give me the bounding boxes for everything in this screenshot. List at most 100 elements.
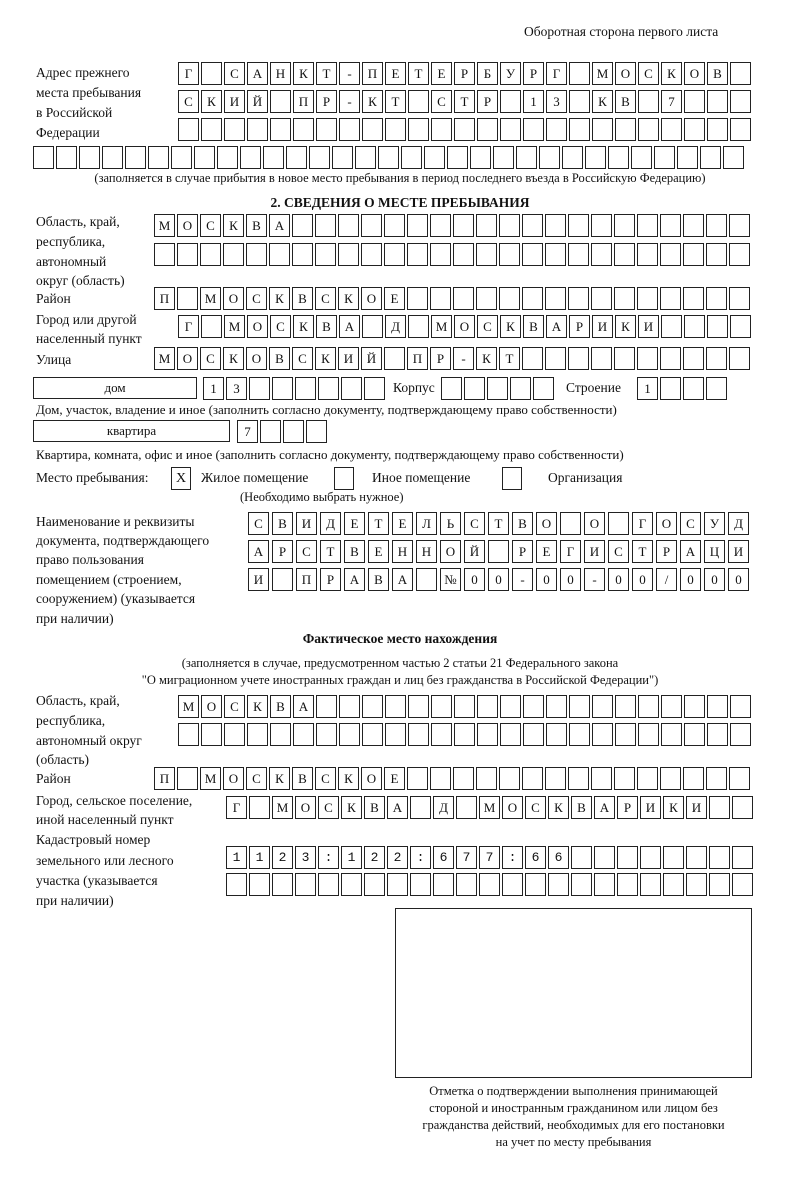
char-cell[interactable]: [477, 723, 498, 746]
char-cell[interactable]: [638, 90, 659, 113]
char-cell[interactable]: Р: [617, 796, 638, 819]
char-cell[interactable]: [269, 243, 290, 266]
char-cell[interactable]: [661, 723, 682, 746]
char-cell[interactable]: М: [592, 62, 613, 85]
char-cell[interactable]: В: [364, 796, 385, 819]
char-cell[interactable]: [315, 243, 336, 266]
char-cell[interactable]: Е: [392, 512, 413, 535]
char-cell[interactable]: Е: [344, 512, 365, 535]
char-cell[interactable]: Р: [523, 62, 544, 85]
char-cell[interactable]: [706, 243, 727, 266]
char-cell[interactable]: [384, 214, 405, 237]
char-cell[interactable]: К: [500, 315, 521, 338]
char-cell[interactable]: [316, 118, 337, 141]
char-cell[interactable]: [295, 873, 316, 896]
char-cell[interactable]: [684, 118, 705, 141]
char-cell[interactable]: [194, 146, 215, 169]
char-cell[interactable]: [433, 873, 454, 896]
char-cell[interactable]: Т: [454, 90, 475, 113]
checkbox-organization[interactable]: [502, 467, 522, 490]
char-cell[interactable]: Н: [392, 540, 413, 563]
char-cell[interactable]: В: [272, 512, 293, 535]
char-cell[interactable]: Р: [272, 540, 293, 563]
char-cell[interactable]: В: [292, 767, 313, 790]
char-cell[interactable]: [499, 767, 520, 790]
char-cell[interactable]: И: [592, 315, 613, 338]
char-cell[interactable]: [709, 873, 730, 896]
char-cell[interactable]: Т: [368, 512, 389, 535]
char-cell[interactable]: [339, 695, 360, 718]
char-cell[interactable]: [614, 243, 635, 266]
char-cell[interactable]: В: [344, 540, 365, 563]
char-cell[interactable]: [684, 723, 705, 746]
char-cell[interactable]: К: [476, 347, 497, 370]
char-cell[interactable]: [709, 846, 730, 869]
char-cell[interactable]: [663, 873, 684, 896]
char-cell[interactable]: [522, 243, 543, 266]
char-cell[interactable]: [510, 377, 531, 400]
char-cell[interactable]: А: [387, 796, 408, 819]
char-cell[interactable]: 0: [704, 568, 725, 591]
char-cell[interactable]: Г: [226, 796, 247, 819]
char-cell[interactable]: С: [464, 512, 485, 535]
char-cell[interactable]: О: [361, 287, 382, 310]
char-cell[interactable]: Н: [270, 62, 291, 85]
char-cell[interactable]: О: [454, 315, 475, 338]
char-cell[interactable]: О: [584, 512, 605, 535]
char-cell[interactable]: [387, 846, 408, 869]
checkbox-residential[interactable]: X: [171, 467, 191, 490]
char-cell[interactable]: [591, 214, 612, 237]
char-cell[interactable]: [638, 695, 659, 718]
char-cell[interactable]: [362, 118, 383, 141]
char-cell[interactable]: [416, 568, 437, 591]
char-cell[interactable]: [431, 118, 452, 141]
char-cell[interactable]: [476, 243, 497, 266]
char-cell[interactable]: В: [292, 287, 313, 310]
char-cell[interactable]: [707, 315, 728, 338]
char-cell[interactable]: [617, 873, 638, 896]
char-cell[interactable]: [338, 214, 359, 237]
char-cell[interactable]: [341, 873, 362, 896]
char-cell[interactable]: Й: [361, 347, 382, 370]
char-cell[interactable]: [476, 287, 497, 310]
char-cell[interactable]: [591, 767, 612, 790]
char-cell[interactable]: [499, 287, 520, 310]
char-cell[interactable]: 0: [728, 568, 749, 591]
char-cell[interactable]: [249, 873, 270, 896]
char-cell[interactable]: [568, 287, 589, 310]
char-cell[interactable]: С: [318, 796, 339, 819]
char-cell[interactable]: [125, 146, 146, 169]
char-cell[interactable]: К: [615, 315, 636, 338]
char-cell[interactable]: [408, 695, 429, 718]
char-cell[interactable]: [410, 846, 431, 869]
char-cell[interactable]: [546, 723, 567, 746]
char-cell[interactable]: [684, 695, 705, 718]
char-cell[interactable]: [431, 695, 452, 718]
char-cell[interactable]: [548, 873, 569, 896]
char-cell[interactable]: [637, 347, 658, 370]
char-cell[interactable]: С: [296, 540, 317, 563]
char-cell[interactable]: [309, 146, 330, 169]
char-cell[interactable]: [631, 146, 652, 169]
char-cell[interactable]: [56, 146, 77, 169]
char-cell[interactable]: [224, 118, 245, 141]
char-cell[interactable]: [200, 243, 221, 266]
char-cell[interactable]: О: [440, 540, 461, 563]
char-cell[interactable]: [408, 118, 429, 141]
char-cell[interactable]: Р: [656, 540, 677, 563]
char-cell[interactable]: 0: [632, 568, 653, 591]
char-cell[interactable]: 1: [637, 377, 658, 400]
char-cell[interactable]: [247, 723, 268, 746]
char-cell[interactable]: [318, 846, 339, 869]
char-cell[interactable]: И: [638, 315, 659, 338]
char-cell[interactable]: Й: [464, 540, 485, 563]
char-cell[interactable]: [178, 723, 199, 746]
char-cell[interactable]: [272, 568, 293, 591]
char-cell[interactable]: [453, 287, 474, 310]
char-cell[interactable]: К: [592, 90, 613, 113]
char-cell[interactable]: С: [638, 62, 659, 85]
char-cell[interactable]: [154, 243, 175, 266]
char-cell[interactable]: [592, 695, 613, 718]
char-cell[interactable]: И: [584, 540, 605, 563]
char-cell[interactable]: [545, 347, 566, 370]
